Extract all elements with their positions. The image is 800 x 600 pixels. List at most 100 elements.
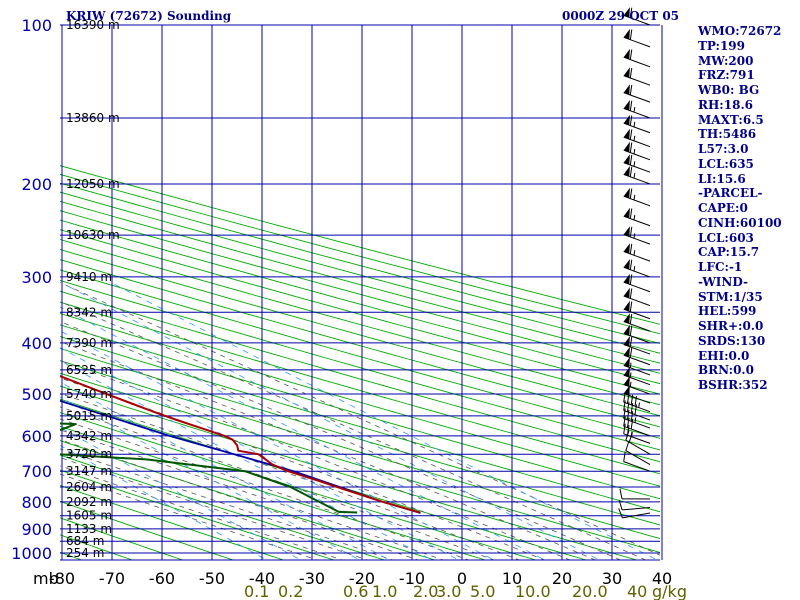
height-label: 2604 m — [66, 480, 112, 494]
moist-adiabat-line — [60, 301, 647, 560]
wind-barb-feather — [623, 423, 626, 434]
dry-adiabat-line — [60, 517, 184, 560]
sounding-index-line: WB0: BG — [698, 83, 760, 97]
moist-adiabat-line — [60, 406, 495, 560]
dry-adiabat-line — [60, 269, 660, 439]
wind-barb-half-feather — [629, 362, 632, 368]
dry-adiabat-line — [60, 440, 437, 560]
wind-barb-feather — [629, 259, 633, 270]
wind-barb-feather — [629, 325, 633, 336]
dry-adiabat-line — [60, 279, 660, 451]
temperature-tick-label: 0 — [457, 569, 467, 588]
wind-barb-feather — [626, 417, 630, 428]
mixing-ratio-label: 3.0 — [436, 582, 461, 600]
wind-barb — [623, 28, 651, 48]
sounding-index-line: CAPE:0 — [698, 201, 748, 215]
wind-barb-pennant — [623, 154, 630, 165]
dry-adiabat-line — [60, 372, 660, 553]
mixing-ratio-label: 1.0 — [372, 582, 397, 600]
wind-barb — [623, 408, 651, 429]
wind-barb-staff — [623, 354, 651, 366]
wind-barb-feather — [629, 29, 633, 40]
wind-barb — [623, 141, 651, 161]
temperature-tick-label: -10 — [399, 569, 425, 588]
height-label: 1133 m — [66, 522, 112, 536]
wind-barb-pennant — [623, 313, 630, 324]
moist-adiabat-line — [60, 429, 445, 560]
dewpoint-line — [60, 422, 358, 514]
wind-barb-feather — [618, 499, 623, 511]
wind-barb-staff — [625, 439, 651, 455]
mixing-ratio-label: 0.1 — [244, 582, 269, 600]
dry-adiabat-line — [60, 290, 660, 463]
wind-barb-feather — [629, 274, 633, 285]
dry-adiabat-line — [60, 312, 660, 487]
wind-barb — [623, 336, 651, 355]
sounding-index-line: L57:3.0 — [698, 142, 749, 156]
wind-barb-half-feather — [633, 121, 636, 128]
pressure-tick-label: 600 — [21, 427, 52, 446]
mixing-ratio-line — [60, 330, 495, 560]
dry-adiabat-line — [60, 485, 285, 560]
wind-barb-half-feather — [633, 194, 636, 201]
wind-barb-half-feather — [633, 250, 636, 256]
dry-adiabat-line — [60, 219, 660, 385]
dry-adiabat-line — [60, 165, 660, 325]
wind-barb-feather — [629, 313, 633, 324]
temperature-tick-label: -30 — [299, 569, 325, 588]
wind-barb — [623, 324, 651, 344]
wind-barb-staff — [623, 364, 651, 376]
sounding-index-line: RH:18.6 — [698, 97, 753, 112]
mixing-ratio-label: 5.0 — [470, 582, 495, 600]
sounding-index-line: MW:200 — [698, 53, 754, 68]
dry-adiabat-line — [60, 210, 660, 374]
wind-barb-feather — [629, 129, 633, 140]
wind-barb-pennant — [623, 273, 630, 285]
pressure-temperature-grid — [60, 24, 663, 561]
wind-barb-half-feather — [634, 417, 637, 423]
height-label: 10630 m — [66, 228, 120, 242]
wind-barb-feather — [618, 508, 623, 519]
wind-barb-feather — [629, 243, 633, 254]
wind-barb — [623, 366, 651, 386]
wind-barb-pennant — [623, 346, 630, 358]
wind-barb-half-feather — [633, 214, 636, 220]
wind-barb-half-feather — [633, 233, 636, 239]
dry-adiabat-line — [60, 182, 660, 344]
pressure-tick-label: 400 — [21, 334, 52, 353]
sounding-index-line: TH:5486 — [698, 127, 757, 142]
temperature-tick-label: -20 — [349, 569, 375, 588]
sounding-indices-panel: WMO:72672 TP:199 MW:200 FRZ:791 WB0: BG RH:18… — [698, 24, 798, 393]
temperature-tick-label: 20 — [552, 569, 572, 588]
wind-barb-feather — [629, 208, 633, 219]
wind-barb-pennant — [623, 166, 630, 177]
dry-adiabat-line — [60, 347, 660, 526]
wind-barb — [623, 48, 651, 68]
temperature-tick-label: 40 — [652, 569, 672, 588]
wind-barb — [623, 114, 651, 134]
wind-barb-feather — [629, 142, 633, 153]
height-label: 6525 m — [66, 363, 112, 377]
mixing-ratio-label: 2.0 — [413, 582, 438, 600]
pressure-tick-label: 200 — [21, 175, 52, 194]
sounding-index-line: BSHR:352 — [698, 378, 768, 392]
wind-barb — [618, 508, 651, 519]
wind-barb-pennant — [623, 84, 630, 95]
wind-barb-pennant — [623, 114, 630, 126]
wind-barb — [623, 154, 651, 173]
wind-barb-staff — [622, 512, 651, 519]
wind-barb-feather — [629, 347, 633, 358]
wind-barb-feather — [629, 7, 633, 18]
wind-barb-staff — [623, 461, 651, 472]
pressure-tick-label: 500 — [21, 385, 52, 404]
height-label: 12050 m — [66, 177, 120, 191]
wind-barb-staff — [623, 36, 651, 48]
dry-adiabat-line — [60, 248, 660, 417]
temperature-tick-label: -70 — [99, 569, 125, 588]
moist-adiabat-line — [60, 457, 369, 560]
moist-adiabat-line — [60, 321, 622, 560]
wind-barb-staff — [623, 425, 651, 437]
wind-barb-feather — [630, 418, 634, 430]
wind-barb-staff — [623, 308, 651, 320]
